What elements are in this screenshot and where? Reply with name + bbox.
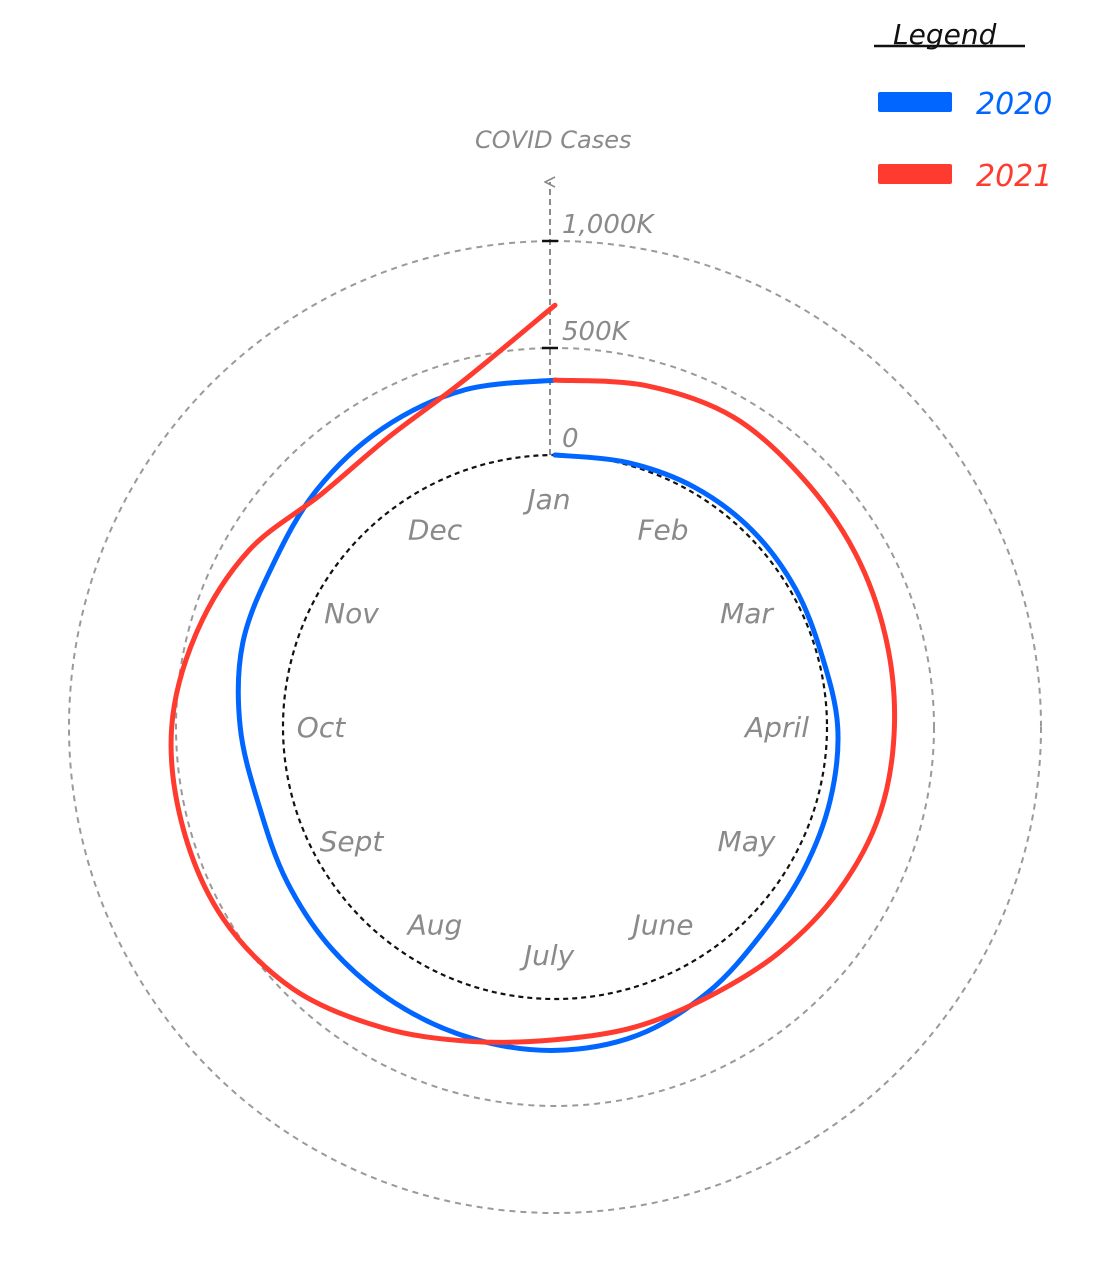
month-label-april: April [743,711,809,744]
month-label-july: July [519,939,575,972]
month-label-may: May [718,825,776,858]
tick-label-0: 0 [562,424,579,454]
legend-label-2021: 2021 [976,159,1052,194]
legend-swatch-2020 [878,92,952,112]
legend-swatch-2021 [878,164,952,184]
radial-tick-labels: 0 500K 1,000K [562,210,655,454]
month-label-dec: Dec [408,514,463,547]
month-label-sept: Sept [320,825,385,858]
series-line-2020 [235,377,841,1053]
series-line-2021 [168,302,898,1045]
month-label-jan: Jan [522,483,570,516]
radial-axis-title: COVID Cases [475,126,632,154]
tick-label-500: 500K [562,317,631,347]
month-labels: Jan Feb Mar April May June July Aug Sept Oct Nov De… [297,483,809,972]
legend-items: 2020 2021 [878,87,1052,194]
month-label-oct: Oct [297,711,346,744]
month-label-june: June [628,909,694,942]
month-label-mar: Mar [720,597,774,630]
legend-label-2020: 2020 [976,87,1052,122]
grid-ring-500 [175,347,935,1107]
month-label-feb: Feb [637,514,688,547]
radial-tick-marks [542,239,558,350]
series-lines [168,302,898,1053]
month-label-aug: Aug [406,909,463,942]
tick-label-1000: 1,000K [562,210,655,240]
month-label-nov: Nov [324,597,379,630]
